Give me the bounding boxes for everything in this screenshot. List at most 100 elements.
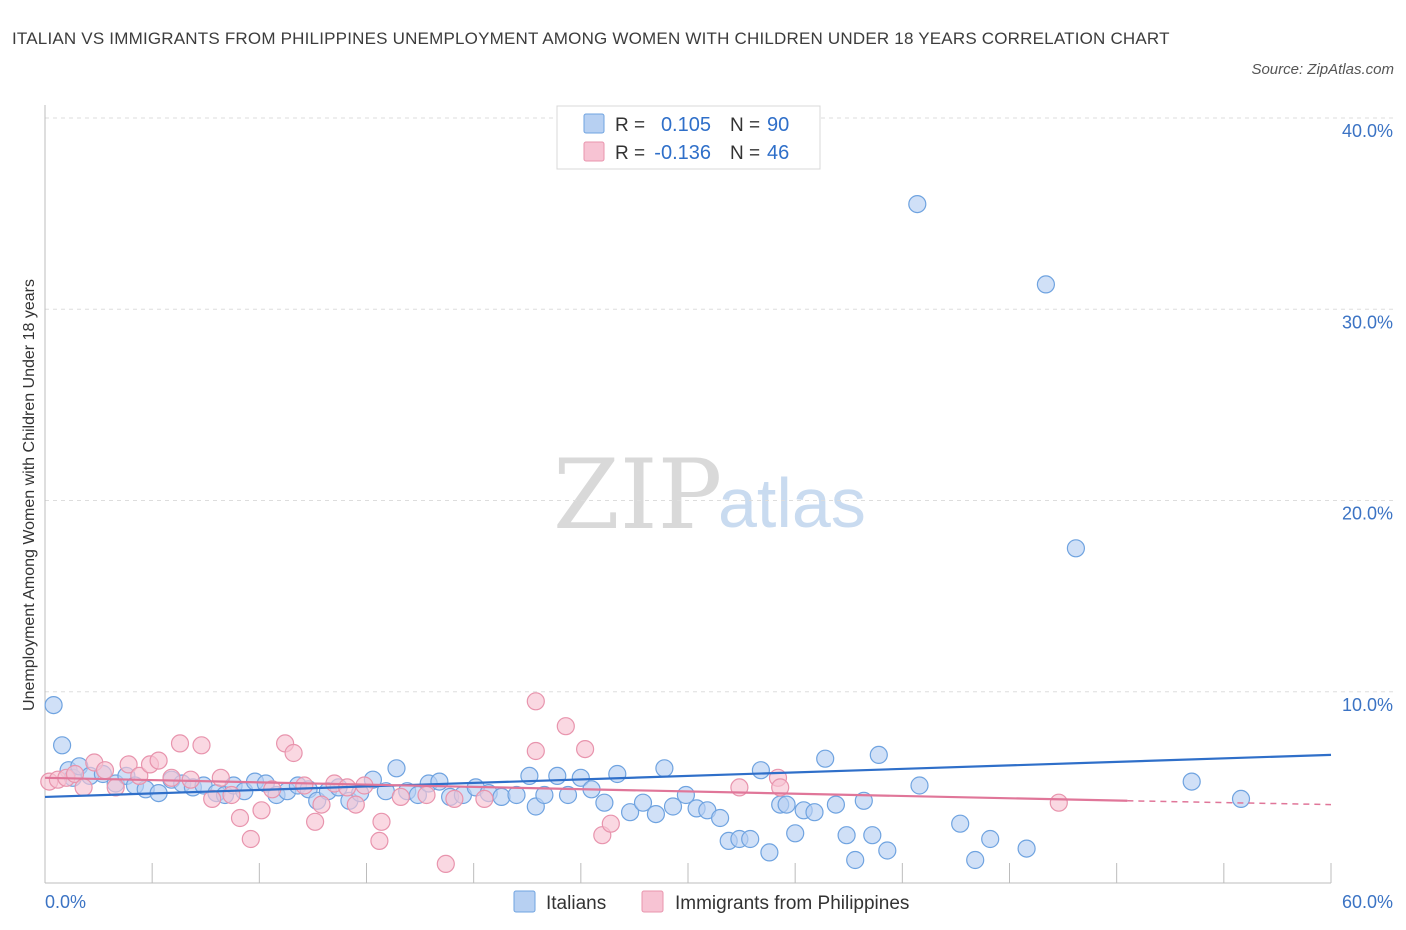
- point-italians: [535, 785, 554, 805]
- point-italians: [646, 804, 666, 824]
- point-italians: [387, 759, 406, 778]
- point-italians: [760, 843, 779, 862]
- y-tick-label: 30.0%: [1342, 312, 1393, 332]
- point-philippines: [170, 734, 190, 753]
- bottom-legend-label-philippines: Immigrants from Philippines: [675, 893, 909, 914]
- point-philippines: [771, 778, 790, 797]
- watermark-atlas: atlas: [718, 464, 866, 542]
- y-tick-label: 20.0%: [1342, 504, 1393, 524]
- y-axis-title: Unemployment Among Women with Children U…: [21, 279, 38, 711]
- point-italians: [854, 791, 873, 810]
- point-philippines: [445, 789, 464, 809]
- point-italians: [878, 841, 897, 860]
- point-italians: [981, 829, 1000, 849]
- legend-r-value-italians: 0.105: [661, 114, 711, 136]
- point-philippines: [575, 739, 595, 759]
- bottom-legend-label-italians: Italians: [546, 893, 606, 914]
- series-philippines-points: [40, 692, 1068, 874]
- point-philippines: [241, 829, 260, 849]
- point-philippines: [119, 755, 138, 774]
- point-italians: [786, 824, 805, 843]
- point-italians: [1036, 275, 1056, 294]
- point-italians: [633, 793, 653, 812]
- point-philippines: [149, 751, 168, 770]
- point-italians: [966, 850, 985, 870]
- point-italians: [1017, 839, 1036, 858]
- point-italians: [777, 795, 796, 814]
- legend-n-label-philippines: N =: [730, 143, 760, 164]
- watermark-zip: ZIP: [553, 439, 722, 551]
- point-italians: [430, 772, 449, 791]
- point-italians: [608, 764, 627, 784]
- point-italians: [1182, 772, 1201, 791]
- series-italians-points: [44, 195, 1251, 870]
- point-philippines: [370, 831, 389, 851]
- point-italians: [52, 736, 72, 755]
- point-italians: [620, 803, 640, 822]
- legend-swatch-philippines: [583, 141, 605, 162]
- legend-box: R = 0.105 N = 90 R = -0.136 N = 46: [556, 105, 821, 170]
- point-italians: [1231, 789, 1251, 809]
- legend-r-label-philippines: R =: [615, 143, 645, 164]
- point-philippines: [211, 768, 230, 787]
- point-italians: [846, 850, 865, 870]
- point-philippines: [312, 795, 331, 814]
- point-italians: [595, 793, 614, 812]
- point-italians: [837, 826, 856, 845]
- point-italians: [816, 749, 835, 768]
- point-philippines: [1049, 793, 1068, 812]
- point-italians: [751, 761, 771, 780]
- point-italians: [655, 759, 674, 778]
- point-italians: [663, 797, 683, 816]
- bottom-legend-swatch-italians: [513, 890, 536, 913]
- point-italians: [558, 785, 578, 805]
- point-italians: [910, 776, 929, 795]
- trend-lines: [44, 753, 1332, 806]
- point-italians: [741, 829, 760, 849]
- x-ticks: [151, 863, 1332, 883]
- point-italians: [869, 745, 888, 765]
- point-philippines: [95, 761, 115, 780]
- point-philippines: [74, 778, 93, 797]
- y-tick-label: 40.0%: [1342, 121, 1393, 141]
- point-italians: [805, 803, 824, 822]
- point-philippines: [230, 808, 250, 828]
- point-philippines: [192, 736, 211, 755]
- point-philippines: [556, 717, 575, 736]
- point-italians: [507, 785, 526, 805]
- x-tick-label-min: 0.0%: [45, 892, 86, 912]
- bottom-legend: Italians Immigrants from Philippines: [513, 890, 909, 914]
- point-philippines: [295, 776, 314, 795]
- point-philippines: [284, 743, 303, 763]
- point-philippines: [526, 692, 545, 711]
- y-tick-labels: 10.0% 20.0% 30.0% 40.0%: [1342, 121, 1393, 715]
- point-italians: [908, 195, 927, 214]
- point-philippines: [601, 814, 620, 833]
- point-philippines: [222, 785, 241, 805]
- point-philippines: [203, 789, 222, 809]
- point-italians: [951, 814, 970, 833]
- point-philippines: [436, 854, 455, 874]
- point-italians: [44, 695, 63, 715]
- legend-r-label-italians: R =: [615, 115, 645, 136]
- gridlines: [45, 117, 1393, 693]
- source-label: Source: ZipAtlas.com: [1251, 61, 1394, 78]
- point-philippines: [162, 768, 181, 787]
- point-philippines: [475, 789, 494, 809]
- point-italians: [710, 808, 730, 828]
- point-italians: [492, 787, 511, 807]
- point-philippines: [417, 785, 436, 805]
- trend-line-philippines-extension: [1127, 800, 1332, 806]
- bottom-legend-swatch-philippines: [641, 890, 664, 913]
- point-philippines: [306, 812, 325, 831]
- point-italians: [548, 766, 567, 786]
- point-philippines: [372, 812, 391, 831]
- point-italians: [863, 826, 882, 845]
- point-italians: [1066, 539, 1086, 558]
- trend-line-philippines: [44, 776, 1128, 802]
- y-tick-label: 10.0%: [1342, 695, 1393, 715]
- legend-n-value-italians: 90: [767, 114, 789, 136]
- chart-title: ITALIAN VS IMMIGRANTS FROM PHILIPPINES U…: [12, 29, 1170, 48]
- x-tick-label-max: 60.0%: [1342, 892, 1393, 912]
